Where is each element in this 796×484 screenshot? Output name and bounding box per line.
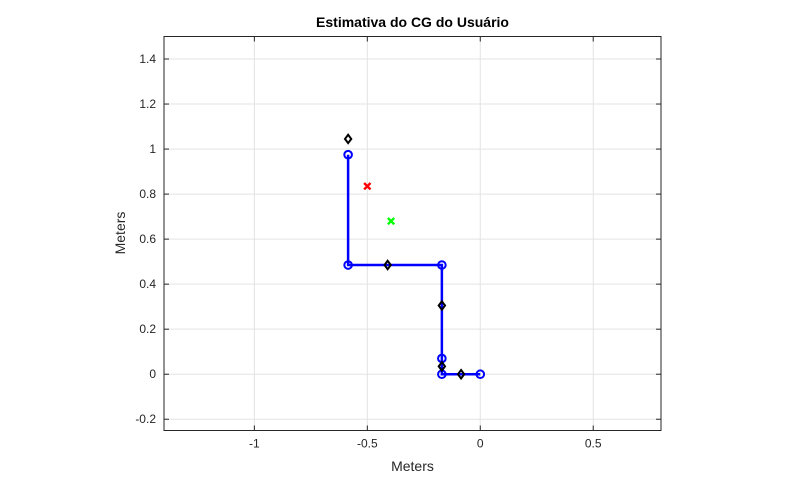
y-tick-label: 1.2 xyxy=(139,97,156,111)
y-tick-label: 0 xyxy=(149,367,156,381)
y-tick-label: 0.4 xyxy=(139,277,156,291)
circle-point xyxy=(437,260,447,270)
series-2 xyxy=(363,182,372,191)
circle-point xyxy=(343,260,353,270)
y-tick-label: 1 xyxy=(149,142,156,156)
series-line xyxy=(346,154,481,376)
y-tick-label: 0.6 xyxy=(139,232,156,246)
diamond-point xyxy=(343,133,353,145)
diamond-point xyxy=(383,259,393,271)
plot-area xyxy=(163,36,662,431)
y-tick-label: 1.4 xyxy=(139,52,156,66)
diamond-point xyxy=(437,299,447,312)
y-tick-label: -0.2 xyxy=(135,412,156,426)
tick-labels: -1 -0.5 0 0.5 -0.2 0 0.2 0.4 0.6 0.8 1 1.2 1.4 xyxy=(135,52,602,450)
circle-point xyxy=(475,369,486,380)
x-axis-label: Meters xyxy=(391,458,434,474)
y-tick-label: 0.2 xyxy=(139,322,156,336)
x-tick-label: -0.5 xyxy=(357,437,378,451)
y-tick-label: 0.8 xyxy=(139,187,156,201)
diamond-point xyxy=(456,368,466,381)
series-1 xyxy=(343,133,466,381)
x-point xyxy=(386,217,396,226)
x-tick-label: 0.5 xyxy=(585,437,602,451)
circle-point xyxy=(343,149,353,160)
diamond-point xyxy=(437,360,447,373)
plot-frame xyxy=(163,36,662,431)
x-tick-label: -1 xyxy=(249,437,260,451)
chart-title: Estimativa do CG do Usuário xyxy=(316,14,509,30)
x-point xyxy=(363,182,372,191)
series-3 xyxy=(386,217,396,226)
x-tick-label: 0 xyxy=(477,437,484,451)
y-axis-label: Meters xyxy=(112,212,128,255)
series-layer xyxy=(343,133,486,381)
grid xyxy=(164,36,661,431)
